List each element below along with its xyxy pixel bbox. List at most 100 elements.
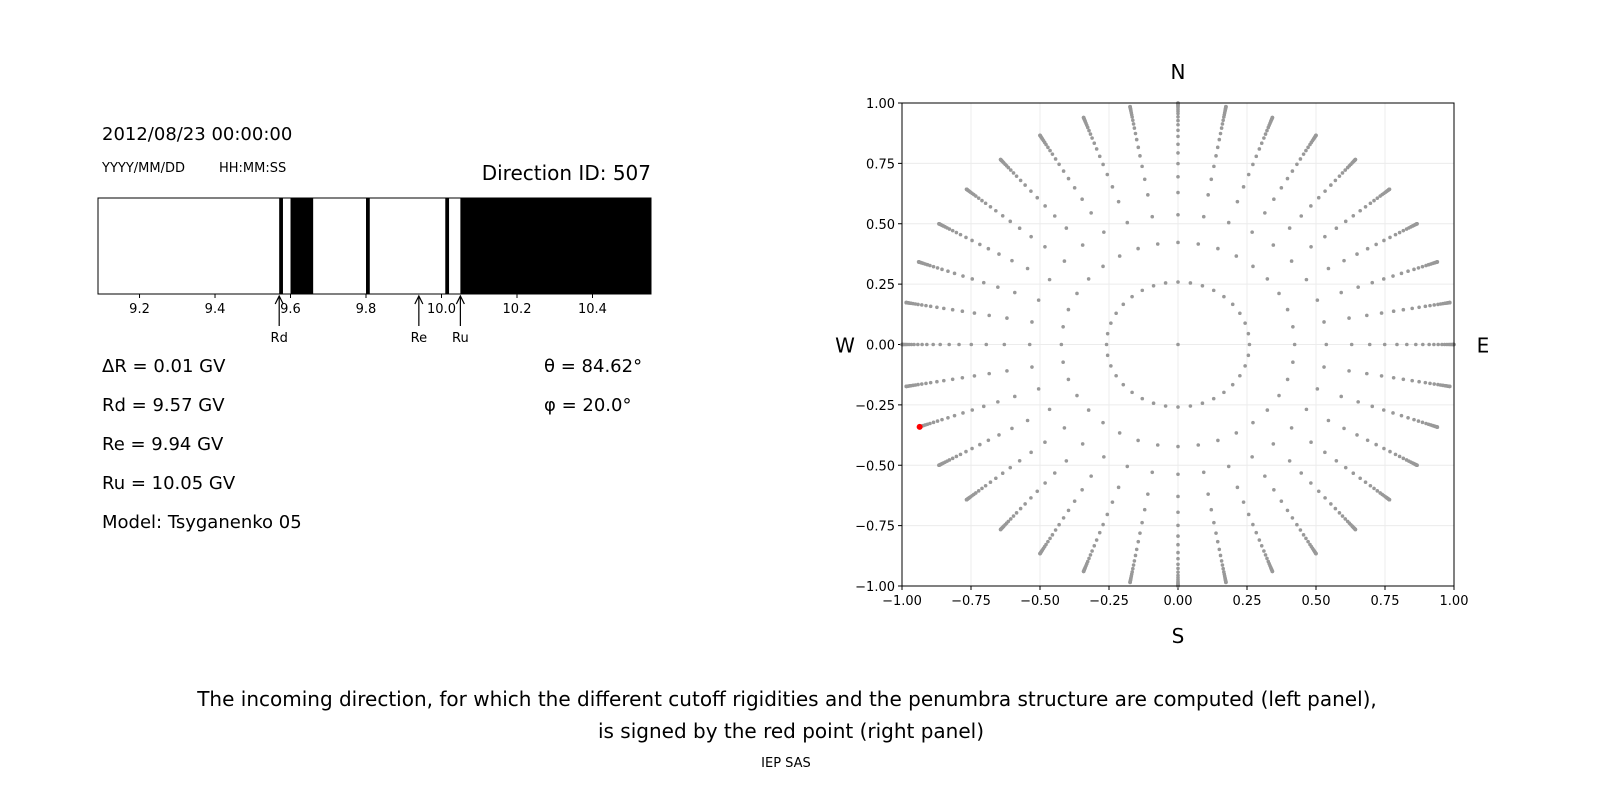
- grid-point: [1025, 266, 1030, 271]
- grid-point: [1343, 517, 1348, 521]
- grid-point: [1285, 508, 1290, 513]
- grid-point: [935, 305, 939, 310]
- grid-point: [957, 342, 961, 347]
- grid-point: [1353, 527, 1358, 532]
- grid-point: [1219, 126, 1224, 130]
- grid-point: [1291, 324, 1295, 329]
- grid-point: [994, 208, 998, 213]
- grid-point: [1214, 154, 1218, 158]
- grid-point: [920, 342, 924, 347]
- bar-frame: [97, 197, 652, 295]
- grid-point: [1211, 396, 1216, 401]
- grid-point: [1176, 134, 1180, 139]
- grid-point: [1243, 364, 1247, 368]
- grid-point: [1304, 536, 1308, 541]
- grid-point: [954, 454, 959, 459]
- marker-label: Ru: [452, 331, 469, 346]
- grid-point: [1435, 260, 1440, 264]
- grid-point: [1401, 228, 1406, 233]
- grid-point: [1110, 185, 1115, 189]
- grid-point: [1226, 220, 1231, 225]
- grid-point: [1222, 390, 1226, 395]
- grid-point: [1176, 118, 1180, 123]
- grid-point: [1420, 264, 1425, 269]
- grid-point: [1017, 226, 1022, 231]
- grid-point: [1176, 342, 1180, 347]
- grid-point: [1358, 208, 1362, 213]
- grid-point: [1263, 474, 1267, 478]
- grid-point: [1304, 407, 1309, 412]
- grid-point: [1050, 533, 1055, 537]
- grid-point: [1206, 193, 1210, 197]
- grid-point: [987, 371, 991, 376]
- grid-point: [1176, 190, 1180, 195]
- grid-point: [1316, 195, 1321, 200]
- grid-point: [1176, 494, 1180, 499]
- direction-map-chart: −1.00 −0.75 −0.50 −0.25 0.00 0.25 0.50 0.75 1.00…: [835, 60, 1489, 648]
- plot-frame: [901, 102, 1455, 587]
- grid-point: [1271, 243, 1276, 247]
- grid-point: [1101, 420, 1105, 425]
- grid-point: [1365, 438, 1370, 443]
- forbidden-band: [460, 198, 651, 294]
- grid-point: [1412, 417, 1416, 422]
- grid-point: [1314, 133, 1318, 138]
- grid-point: [1131, 566, 1135, 571]
- grid-point: [1176, 174, 1180, 179]
- grid-point: [1066, 508, 1071, 513]
- grid-point: [1263, 132, 1268, 136]
- grid-point: [1010, 258, 1014, 263]
- grid-point: [1217, 137, 1222, 142]
- grid-point: [1270, 569, 1275, 574]
- grid-point: [1333, 178, 1338, 183]
- grid-point: [1399, 413, 1404, 418]
- grid-point: [1272, 487, 1276, 492]
- marker-label: Re: [411, 331, 427, 346]
- grid-point: [1134, 547, 1139, 552]
- grid-point: [1235, 199, 1240, 204]
- grid-point: [1226, 464, 1231, 469]
- grid-point: [1066, 307, 1071, 312]
- grid-point: [1133, 553, 1138, 558]
- y-tick-label: −0.75: [855, 520, 895, 535]
- grid-point: [1401, 456, 1406, 461]
- grid-point: [987, 313, 991, 318]
- grid-point: [1326, 266, 1331, 271]
- grid-point: [1295, 162, 1299, 167]
- grid-point: [1128, 580, 1132, 585]
- grid-point: [1176, 542, 1180, 547]
- grid-point: [1012, 394, 1017, 399]
- grid-point: [1043, 440, 1047, 444]
- grid-point: [1043, 204, 1047, 208]
- grid-point: [1109, 364, 1113, 368]
- grid-point: [1379, 311, 1384, 315]
- grid-point: [964, 449, 968, 454]
- y-tick-label: 0.75: [866, 157, 895, 172]
- grid-point: [1136, 438, 1140, 443]
- grid-point: [980, 198, 984, 203]
- grid-point: [1216, 246, 1220, 251]
- grid-point: [1047, 407, 1052, 412]
- grid-point: [1136, 145, 1141, 150]
- grid-point: [1176, 550, 1180, 555]
- grid-point: [940, 417, 944, 422]
- y-tick-label: 0.00: [866, 339, 895, 354]
- grid-point: [1201, 214, 1206, 219]
- grid-point: [1109, 321, 1113, 325]
- grid-point: [1075, 291, 1079, 296]
- grid-point: [1000, 214, 1005, 218]
- grid-point: [1351, 214, 1356, 218]
- grid-point: [1247, 342, 1252, 347]
- grid-point: [1279, 186, 1284, 190]
- grid-point: [1323, 189, 1327, 193]
- grid-point: [1334, 226, 1339, 231]
- grid-point: [1432, 303, 1437, 307]
- grid-point: [1017, 458, 1022, 463]
- grid-point: [1176, 566, 1180, 571]
- grid-point: [950, 456, 955, 461]
- grid-point: [1285, 176, 1290, 181]
- grid-point: [1254, 154, 1259, 159]
- grid-point: [1309, 440, 1313, 444]
- grid-point: [1014, 174, 1019, 178]
- grid-point: [1110, 500, 1115, 504]
